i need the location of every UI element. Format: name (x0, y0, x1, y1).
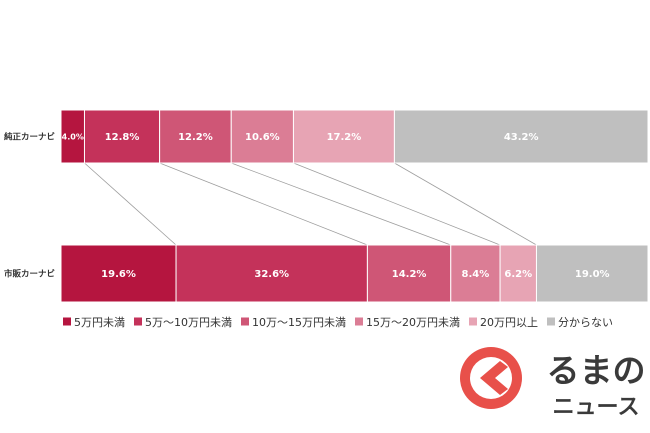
series-line (394, 162, 537, 246)
series-line (293, 162, 501, 246)
logo-text-top: るまの (547, 351, 646, 390)
data-label: 10.6% (245, 132, 280, 143)
category-label: 純正カーナビ (4, 132, 56, 143)
bar-segment (292, 109, 395, 164)
bar-segment (535, 244, 649, 303)
legend-swatch (355, 317, 363, 326)
legend-entry: 5万円未満 (74, 316, 125, 329)
bar-segments (60, 109, 649, 303)
data-label: 19.0% (575, 269, 610, 280)
data-label: 8.4% (462, 269, 490, 280)
data-label: 14.2% (392, 269, 427, 280)
data-label: 32.6% (254, 269, 289, 280)
legend: 5万円未満 5万～10万円未満 10万～15万円未満 15万～20万円未満 20万円以上… (63, 316, 613, 329)
legend-entry: 15万～20万円未満 (366, 316, 460, 329)
series-line (231, 162, 451, 246)
data-label: 12.2% (178, 132, 213, 143)
data-label: 17.2% (327, 132, 362, 143)
legend-entry: 分からない (558, 316, 613, 329)
legend-entry: 10万～15万円未満 (252, 316, 346, 329)
logo-chevron-icon (480, 361, 508, 395)
series-lines (84, 162, 537, 246)
legend-swatch (547, 317, 555, 326)
bar-segment (230, 109, 294, 164)
bar-segment (83, 109, 161, 164)
logo-text-bottom: ニュース (553, 395, 640, 420)
kurumanonews-logo: るまの ニュース (460, 347, 646, 420)
legend-swatch (241, 317, 249, 326)
bar-segment (450, 244, 501, 303)
data-label: 4.0% (62, 132, 84, 141)
data-label: 6.2% (504, 269, 532, 280)
legend-entry: 20万円以上 (480, 316, 538, 329)
bar-segment (175, 244, 368, 303)
series-line (159, 162, 368, 246)
legend-swatch (63, 317, 71, 326)
bar-segment (60, 244, 177, 303)
data-labels: 4.0% 12.8% 12.2% 10.6% 17.2% 43.2% 19.6% 32.6% 1… (62, 132, 610, 280)
bar-segment (393, 109, 649, 164)
category-label: 市販カーナビ (4, 269, 56, 280)
data-label: 43.2% (504, 132, 539, 143)
legend-entry: 5万～10万円未満 (145, 316, 232, 329)
bar-segment (159, 109, 232, 164)
data-label: 19.6% (101, 269, 136, 280)
series-line (84, 162, 177, 246)
data-label: 12.8% (105, 132, 140, 143)
legend-swatch (469, 317, 477, 326)
legend-swatch (134, 317, 142, 326)
